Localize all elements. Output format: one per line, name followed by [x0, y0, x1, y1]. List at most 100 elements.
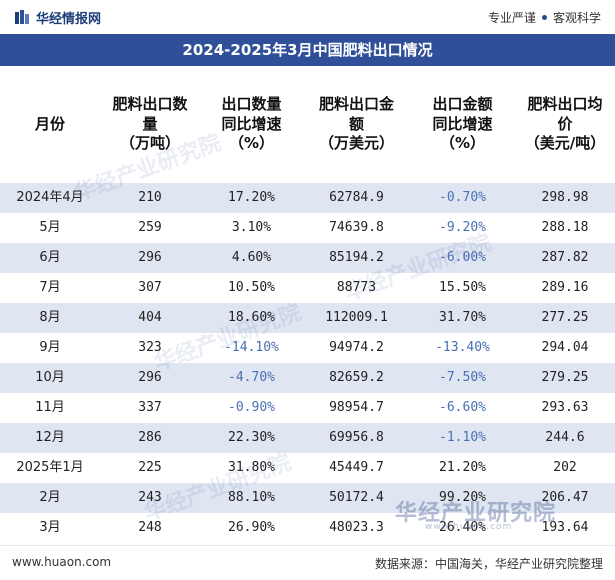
table-header: 月份 肥料出口数量（万吨） 出口数量 同比增速 （%） 肥料出口金额（万美元） 出口金额 同比… — [0, 66, 615, 183]
column-header-line: 同比增速 — [221, 114, 282, 133]
cell-average-price: 277.25 — [541, 310, 589, 325]
column-header-quantity-yoy: 出口数量 同比增速 （%） — [200, 66, 303, 183]
table-row: 2月 243 88.10% 50172.4 99.20% 206.47 — [0, 483, 615, 513]
cell-amount-yoy: -6.00% — [439, 250, 486, 265]
cell-export-amount: 74639.8 — [329, 220, 384, 235]
site-name: 华经情报网 — [36, 12, 102, 27]
cell-export-amount: 82659.2 — [329, 370, 384, 385]
cell-amount-yoy: -1.10% — [439, 430, 486, 445]
cell-month: 3月 — [39, 520, 61, 535]
cell-quantity-yoy: -14.10% — [224, 340, 279, 355]
cell-quantity-yoy: -0.90% — [228, 400, 275, 415]
cell-amount-yoy: 26.40% — [439, 520, 486, 535]
cell-average-price: 293.63 — [541, 400, 589, 415]
footer: www.huaon.com 数据来源：中国海关，华经产业研究院整理 — [0, 545, 615, 580]
cell-average-price: 287.82 — [541, 250, 589, 265]
watermark-brand: 华经产业研究院 — [395, 501, 557, 526]
cell-amount-yoy: 31.70% — [439, 310, 486, 325]
table-row: 2024年4月 210 17.20% 62784.9 -0.70% 298.98 — [0, 183, 615, 213]
cell-export-quantity: 248 — [138, 520, 162, 535]
slogan-right: 客观科学 — [552, 11, 601, 25]
cell-quantity-yoy: 26.90% — [228, 520, 275, 535]
cell-amount-yoy: -7.50% — [439, 370, 486, 385]
table-title: 2024-2025年3月中国肥料出口情况 — [0, 34, 615, 66]
cell-amount-yoy: 15.50% — [439, 280, 486, 295]
cell-export-quantity: 259 — [138, 220, 162, 235]
cell-average-price: 279.25 — [541, 370, 589, 385]
cell-export-amount: 94974.2 — [329, 340, 384, 355]
column-header-line: 同比增速 — [432, 114, 493, 133]
cell-export-quantity: 210 — [138, 190, 162, 205]
cell-export-amount: 50172.4 — [329, 490, 384, 505]
cell-amount-yoy: 21.20% — [439, 460, 486, 475]
cell-quantity-yoy: 18.60% — [228, 310, 275, 325]
cell-average-price: 244.6 — [545, 430, 585, 445]
cell-export-quantity: 225 — [138, 460, 162, 475]
footer-url[interactable]: www.huaon.com — [12, 555, 112, 569]
column-header-line: 出口数量 — [221, 95, 282, 114]
cell-average-price: 298.98 — [541, 190, 589, 205]
table-row: 9月 323 -14.10% 94974.2 -13.40% 294.04 — [0, 333, 615, 363]
column-header-export-amount: 肥料出口金额（万美元） — [303, 66, 410, 183]
cell-average-price: 294.04 — [541, 340, 589, 355]
table-row: 2025年1月 225 31.80% 45449.7 21.20% 202 — [0, 453, 615, 483]
column-header-line: 月份 — [34, 114, 65, 133]
cell-export-quantity: 323 — [138, 340, 162, 355]
cell-quantity-yoy: 17.20% — [228, 190, 275, 205]
table-row: 6月 296 4.60% 85194.2 -6.00% 287.82 — [0, 243, 615, 273]
cell-quantity-yoy: 10.50% — [228, 280, 275, 295]
cell-amount-yoy: -6.60% — [439, 400, 486, 415]
cell-quantity-yoy: 4.60% — [231, 250, 272, 265]
cell-average-price: 289.16 — [541, 280, 589, 295]
table-row: 10月 296 -4.70% 82659.2 -7.50% 279.25 — [0, 363, 615, 393]
cell-month: 11月 — [35, 400, 65, 415]
huajing-logo-icon — [15, 10, 29, 24]
cell-export-quantity: 404 — [138, 310, 162, 325]
table-row: 11月 337 -0.90% 98954.7 -6.60% 293.63 — [0, 393, 615, 423]
column-header-line: 肥料出口金 — [318, 95, 394, 114]
cell-export-quantity: 296 — [138, 370, 162, 385]
column-header-line: （万美元） — [318, 134, 394, 153]
cell-amount-yoy: -9.20% — [439, 220, 486, 235]
cell-export-amount: 62784.9 — [329, 190, 384, 205]
column-header-line: （%） — [228, 134, 274, 153]
cell-month: 12月 — [35, 430, 65, 445]
watermark-url: www.huaon.com — [425, 522, 513, 532]
cell-amount-yoy: 99.20% — [439, 490, 486, 505]
cell-month: 2024年4月 — [16, 190, 84, 205]
slogan-left: 专业严谨 — [487, 11, 536, 25]
column-header-line: 肥料出口数 — [112, 95, 188, 114]
cell-export-quantity: 307 — [138, 280, 162, 295]
column-header-line: 额 — [348, 114, 364, 133]
cell-export-quantity: 296 — [138, 250, 162, 265]
column-header-month: 月份 — [0, 66, 100, 183]
cell-export-quantity: 337 — [138, 400, 162, 415]
table-row: 5月 259 3.10% 74639.8 -9.20% 288.18 — [0, 213, 615, 243]
column-header-average-price: 肥料出口均价（美元/吨） — [515, 66, 615, 183]
cell-export-quantity: 286 — [138, 430, 162, 445]
table-row: 8月 404 18.60% 112009.1 31.70% 277.25 — [0, 303, 615, 333]
cell-export-amount: 88773 — [336, 280, 377, 295]
table-row: 3月 248 26.90% 48023.3 26.40% 193.64 — [0, 513, 615, 543]
cell-export-quantity: 243 — [138, 490, 162, 505]
cell-average-price: 288.18 — [541, 220, 589, 235]
cell-export-amount: 69956.8 — [329, 430, 384, 445]
column-header-amount-yoy: 出口金额 同比增速 （%） — [410, 66, 515, 183]
cell-average-price: 202 — [553, 460, 577, 475]
table-body: 2024年4月 210 17.20% 62784.9 -0.70% 298.98 5月 259… — [0, 183, 615, 543]
cell-month: 9月 — [39, 340, 61, 355]
column-header-line: （万吨） — [119, 134, 180, 153]
column-header-line: （%） — [439, 134, 485, 153]
column-header-line: 出口金额 — [432, 95, 493, 114]
column-header-line: 肥料出口均 — [527, 95, 603, 114]
cell-quantity-yoy: 88.10% — [228, 490, 275, 505]
cell-amount-yoy: -13.40% — [435, 340, 490, 355]
cell-month: 2月 — [39, 490, 61, 505]
column-header-line: 量 — [142, 114, 158, 133]
cell-export-amount: 85194.2 — [329, 250, 384, 265]
cell-month: 8月 — [39, 310, 61, 325]
bullet-dot-icon — [541, 15, 547, 20]
table-row: 7月 307 10.50% 88773 15.50% 289.16 — [0, 273, 615, 303]
top-bar: 华经情报网 专业严谨 客观科学 — [0, 0, 615, 34]
cell-average-price: 193.64 — [541, 520, 589, 535]
